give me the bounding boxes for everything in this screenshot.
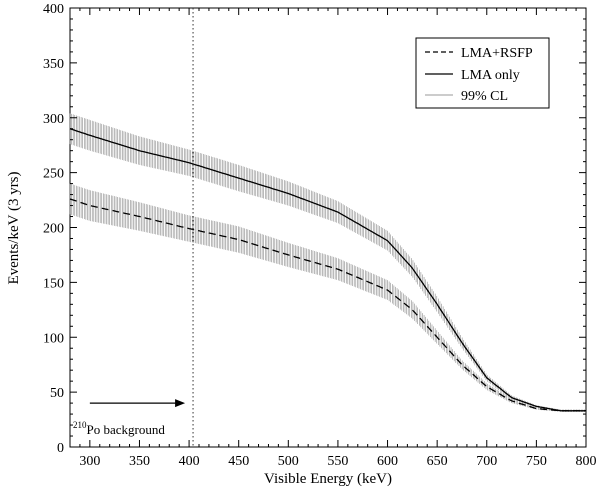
x-tick-label-650: 650	[427, 454, 448, 469]
y-tick-label-100: 100	[43, 331, 64, 346]
annotation-label: 210Po background	[73, 420, 165, 437]
x-tick-label-400: 400	[179, 454, 200, 469]
annotations: 210Po background	[73, 8, 194, 447]
y-tick-label-200: 200	[43, 222, 64, 237]
y-tick-label-350: 350	[43, 57, 64, 72]
x-tick-label-450: 450	[228, 454, 249, 469]
y-tick-label-150: 150	[43, 276, 64, 291]
x-axis-ticks: 300 350 400 450 500 550 600 650 700 750 800	[69, 8, 597, 469]
x-tick-label-600: 600	[377, 454, 398, 469]
series-line-lma-rsfp	[69, 198, 586, 412]
y-axis-label: Events/keV (3 yrs)	[6, 171, 22, 284]
annotation-label-text: Po background	[86, 422, 165, 437]
x-tick-label-550: 550	[327, 454, 348, 469]
x-tick-label-500: 500	[278, 454, 299, 469]
series-lines	[69, 128, 586, 412]
legend-box	[415, 37, 550, 109]
x-tick-label-800: 800	[576, 454, 597, 469]
x-tick-label-350: 350	[129, 454, 150, 469]
series-line-lma-only	[69, 128, 586, 412]
y-tick-label-50: 50	[50, 386, 64, 401]
y-tick-label-300: 300	[43, 112, 64, 127]
y-tick-label-0: 0	[57, 441, 64, 456]
y-tick-label-400: 400	[43, 2, 64, 17]
bands	[69, 113, 585, 412]
annotation-label-sup: 210	[73, 420, 87, 430]
legend: LMA+RSFP LMA only 99% CL	[415, 37, 550, 109]
y-axis-ticks: 0 50 100 150 200 250 300 350 400	[43, 2, 586, 456]
legend-label-lma-only: LMA only	[461, 68, 520, 83]
legend-label-cl: 99% CL	[461, 89, 508, 104]
x-axis-label: Visible Energy (keV)	[264, 471, 392, 487]
y-tick-label-250: 250	[43, 167, 64, 182]
arrow-head-icon	[175, 399, 186, 408]
legend-label-lma-rsfp: LMA+RSFP	[461, 46, 533, 61]
x-tick-label-750: 750	[526, 454, 547, 469]
x-tick-label-700: 700	[476, 454, 497, 469]
x-tick-label-300: 300	[79, 454, 100, 469]
